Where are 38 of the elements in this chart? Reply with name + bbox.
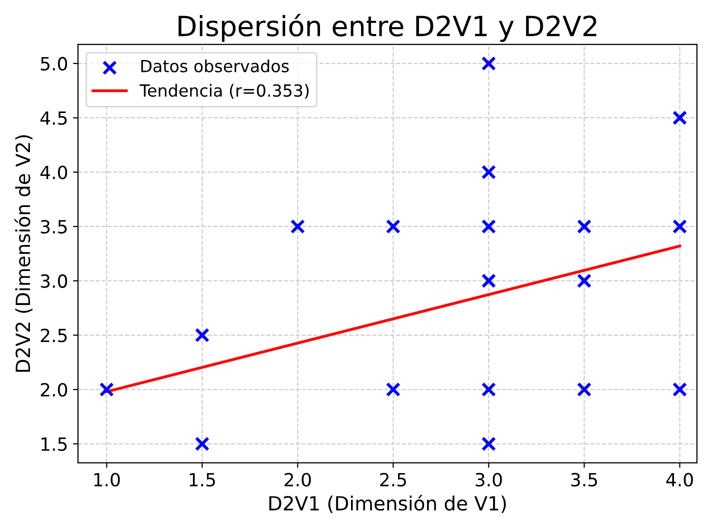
x-axis-title: D2V1 (Dimensión de V1) (269, 494, 506, 513)
point (386, 219, 401, 234)
point (386, 382, 401, 397)
point (576, 273, 592, 288)
x-tick-label: 1.0 (94, 472, 120, 487)
y-tick-label: 5.0 (40, 56, 68, 71)
point (481, 436, 496, 452)
x-tick-label: 3.5 (571, 472, 598, 487)
y-axis-title: D2V2 (Dimensión de V2) (14, 135, 33, 372)
point (481, 219, 496, 234)
x-tick-label: 2.0 (284, 472, 311, 487)
x-tick-label: 3.0 (476, 472, 502, 487)
point (481, 273, 496, 288)
y-tick-label: 1.5 (42, 438, 67, 451)
y-tick-label: 3.0 (40, 274, 68, 288)
x-tick-label: 1.5 (190, 473, 215, 487)
point (290, 219, 306, 234)
point (481, 382, 496, 397)
point (672, 219, 688, 234)
point (99, 382, 114, 397)
point (194, 436, 210, 452)
y-tick-label: 4.5 (40, 112, 67, 125)
legend-label: Datos observados (141, 59, 289, 72)
point (481, 164, 496, 180)
point (576, 382, 592, 397)
point (481, 56, 496, 71)
y-tick-label: 2.0 (40, 382, 68, 397)
y-tick-label: 4.0 (40, 166, 68, 180)
point (672, 110, 688, 126)
point (576, 219, 592, 234)
legend-label: Tendencia (r=0.353) (140, 84, 309, 99)
x-tick-label: 4.0 (666, 472, 693, 487)
y-tick-label: 2.5 (40, 328, 67, 342)
x-tick-label: 2.5 (380, 472, 406, 487)
point (194, 328, 210, 342)
point (672, 382, 688, 397)
chart-title: Dispersión entre D2V1 y D2V2 (178, 14, 596, 42)
y-tick-label: 3.5 (40, 220, 67, 234)
